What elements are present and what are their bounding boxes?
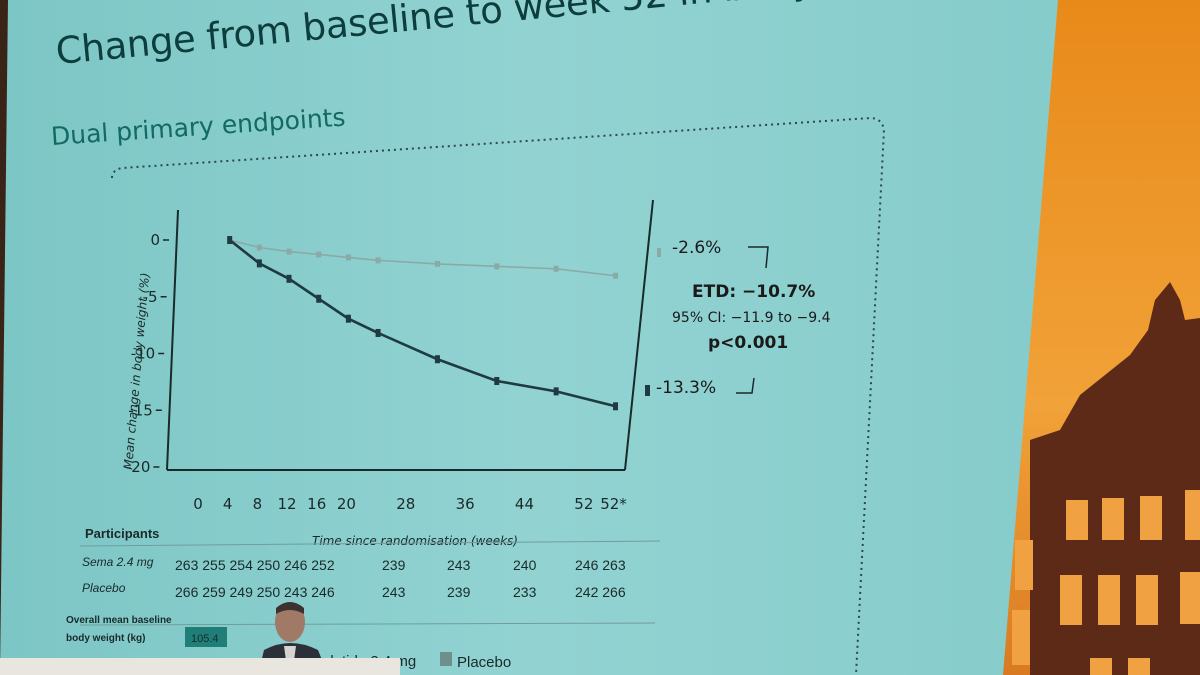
participants-count: 243: [447, 557, 471, 573]
y-tick-label: -5: [143, 288, 158, 306]
x-tick-label: 52: [574, 495, 593, 513]
x-tick-label: 52*: [600, 495, 627, 513]
sema-point: [286, 274, 292, 283]
x-tick-label: 8: [253, 495, 263, 513]
legend-placebo: Placebo: [457, 654, 511, 671]
placebo-end-label: -2.6%: [672, 238, 721, 258]
sema-point: [345, 314, 351, 323]
placebo-point: [553, 265, 559, 272]
y-tick-label: -20: [126, 458, 151, 476]
x-tick-label: 4: [223, 495, 233, 513]
x-tick-label: 12: [277, 495, 296, 513]
baseline-value: 105.4: [191, 633, 219, 645]
participants-count: 240: [513, 557, 537, 573]
sema-point: [227, 236, 233, 245]
placebo-point: [286, 248, 292, 255]
participants-count: 239: [382, 557, 406, 573]
series-layer: [227, 236, 619, 411]
x-tick-label: 20: [337, 495, 356, 513]
y-axis: [166, 209, 179, 471]
baseline-label-line2: body weight (kg): [66, 633, 145, 644]
participants-count: 266 259 249 250 243 246: [175, 584, 335, 600]
participants-count: 243: [382, 584, 406, 600]
placebo-end-marker: [657, 248, 661, 257]
participants-count: 246 263: [575, 557, 626, 573]
legend-placebo-swatch: [440, 652, 452, 666]
divider-line: [624, 199, 654, 471]
sema-point: [316, 294, 322, 303]
sema-end-marker: [645, 385, 650, 396]
participants-count: 263 255 254 250 246 252: [175, 557, 335, 573]
participants-row-label: Placebo: [82, 581, 126, 595]
sema-point: [553, 387, 559, 396]
bracket-top: [748, 246, 769, 269]
table-rule-bottom: [79, 622, 656, 626]
x-tick-label: 28: [396, 495, 415, 513]
x-tick-label: 36: [456, 495, 475, 513]
dotted-frame: [111, 116, 886, 675]
sema-point: [494, 376, 500, 385]
y-tick-label: -10: [131, 345, 156, 363]
sema-point: [434, 355, 440, 364]
ci-text: 95% CI: −11.9 to −9.4: [672, 310, 831, 326]
y-tick-labels: 0 -5 -10 -15 -20: [126, 231, 169, 476]
x-tick-label: 0: [193, 495, 203, 513]
sema-point: [375, 328, 381, 337]
y-tick-label: 0: [150, 231, 160, 249]
x-tick-label: 16: [307, 495, 326, 513]
etd-text: ETD: −10.7%: [692, 282, 815, 302]
x-axis-label: Time since randomisation (weeks): [312, 534, 518, 548]
participants-heading: Participants: [85, 526, 159, 541]
p-value-text: p<0.001: [708, 333, 788, 353]
placebo-point: [316, 251, 322, 258]
bracket-bottom: [736, 377, 755, 394]
baseline-value-box: [185, 627, 227, 647]
placebo-point: [613, 272, 619, 279]
placebo-point: [434, 260, 440, 267]
sema-point: [613, 402, 619, 411]
baseline-label: Overall mean baseline body weight (kg): [66, 615, 174, 644]
y-tick-label: -15: [128, 401, 153, 419]
placebo-point: [494, 263, 500, 270]
placebo-line: [229, 239, 616, 277]
baseline-label-line1: Overall mean baseline: [66, 615, 172, 626]
x-tick-label: 44: [515, 495, 534, 513]
sema-end-label: -13.3%: [656, 378, 716, 398]
participants-count: 239: [447, 584, 471, 600]
participants-table: Sema 2.4 mg 263 255 254 250 246 252 239 243…: [82, 555, 626, 600]
participants-count: 242 266: [575, 584, 626, 600]
placebo-point: [345, 254, 351, 261]
participants-row-label: Sema 2.4 mg: [82, 555, 154, 569]
lectern: [0, 658, 400, 675]
y-axis-label: Mean change in body weight (%): [121, 272, 152, 470]
sema-point: [256, 259, 262, 268]
sema-line: [228, 239, 616, 408]
placebo-point: [256, 244, 262, 251]
placebo-point: [375, 257, 381, 264]
table-rule: [79, 540, 661, 547]
participants-count: 233: [513, 584, 537, 600]
building-windows: [1012, 490, 1200, 675]
x-tick-labels: 0 4 8 12 16 20 28 36 44 52 52*: [193, 495, 627, 513]
